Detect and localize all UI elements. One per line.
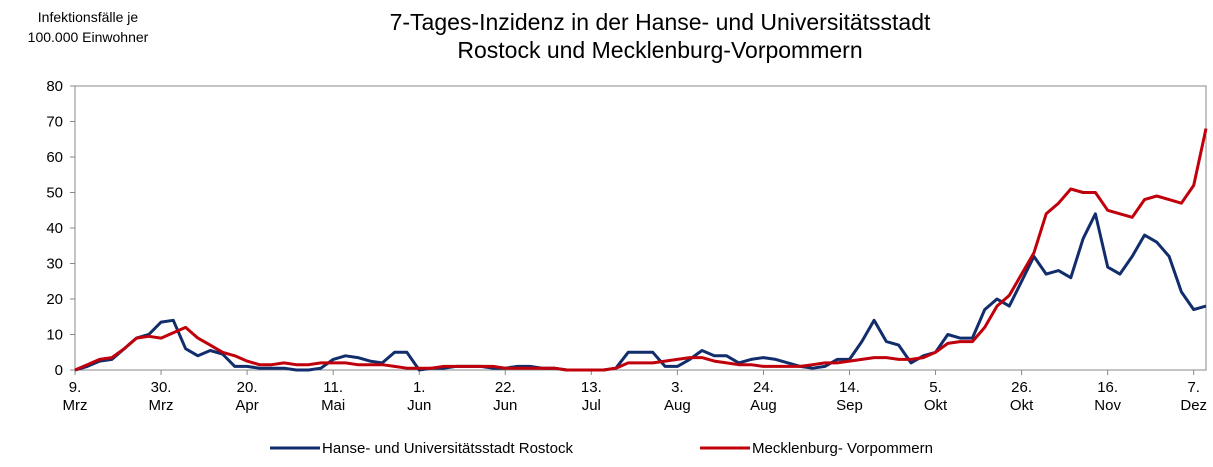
x-tick-label: 3. Aug bbox=[664, 379, 691, 414]
y-tick-label: 0 bbox=[55, 362, 63, 379]
x-tick-label: 13. Jul bbox=[581, 379, 602, 414]
x-tick-label: 30. Mrz bbox=[149, 379, 174, 414]
x-tick-label: 9. Mrz bbox=[63, 379, 88, 414]
x-tick-label: 24. Aug bbox=[750, 379, 777, 414]
y-tick-label: 60 bbox=[46, 149, 63, 166]
x-tick-label: 16. Nov bbox=[1094, 379, 1121, 414]
legend-label: Mecklenburg- Vorpommern bbox=[752, 440, 933, 457]
y-tick-label: 80 bbox=[46, 78, 63, 95]
x-tick-label: 1. Jun bbox=[407, 379, 431, 414]
x-tick-label: 20. Apr bbox=[235, 379, 258, 414]
y-axis-label: Infektionsfälle je 100.000 Einwohner bbox=[28, 9, 149, 45]
y-tick-label: 10 bbox=[46, 327, 63, 344]
x-tick-label: 11. Mai bbox=[321, 379, 345, 414]
chart-title: 7-Tages-Inzidenz in der Hanse- und Unive… bbox=[390, 9, 931, 63]
y-tick-label: 20 bbox=[46, 291, 63, 308]
y-tick-label: 70 bbox=[46, 114, 63, 131]
x-tick-label: 26. Okt bbox=[1010, 379, 1034, 414]
legend-label: Hanse- und Universitätsstadt Rostock bbox=[322, 440, 573, 457]
x-tick-label: 22. Jun bbox=[493, 379, 517, 414]
y-tick-label: 40 bbox=[46, 220, 63, 237]
series-line bbox=[74, 128, 1208, 372]
x-tick-label: 14. Sep bbox=[836, 379, 863, 414]
series-line bbox=[74, 212, 1207, 372]
x-tick-label: 5. Okt bbox=[924, 379, 948, 414]
y-tick-label: 50 bbox=[46, 185, 63, 202]
y-tick-label: 30 bbox=[46, 256, 63, 273]
plot-frame bbox=[74, 85, 1207, 371]
x-tick-label: 7. Dez bbox=[1180, 379, 1207, 414]
